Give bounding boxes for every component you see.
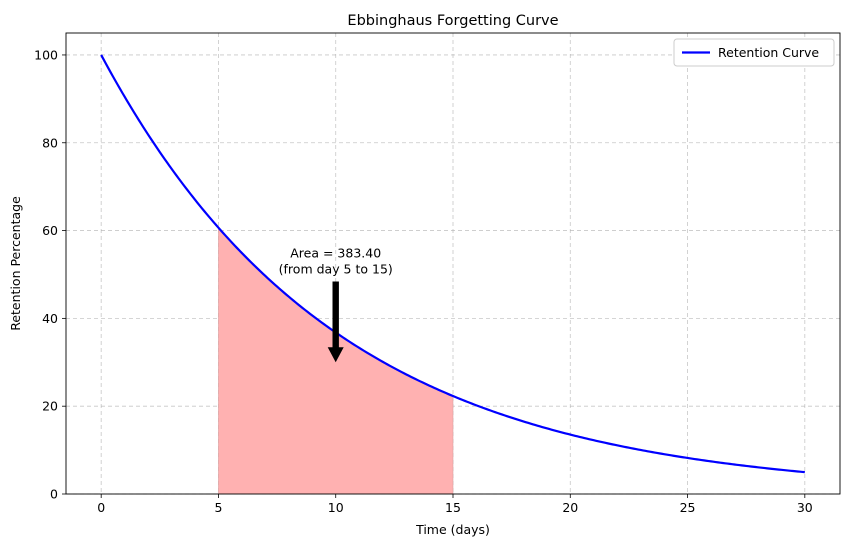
x-tick-label: 5 <box>214 500 222 515</box>
legend-label-retention-curve: Retention Curve <box>718 45 819 60</box>
y-tick-label: 20 <box>42 399 58 414</box>
x-tick-label: 0 <box>97 500 105 515</box>
x-tick-label: 15 <box>445 500 461 515</box>
annotation-range-text: (from day 5 to 15) <box>279 261 393 276</box>
y-axis-label: Retention Percentage <box>8 196 23 331</box>
annotation-area-text: Area = 383.40 <box>290 245 381 260</box>
legend: Retention Curve <box>673 38 835 67</box>
x-tick-label: 10 <box>328 500 344 515</box>
x-axis-label: Time (days) <box>415 522 490 537</box>
annotation-arrow <box>327 281 344 363</box>
y-tick-label: 40 <box>42 311 58 326</box>
x-tick-label: 25 <box>680 500 696 515</box>
y-tick-label: 60 <box>42 223 58 238</box>
chart-title: Ebbinghaus Forgetting Curve <box>347 13 558 29</box>
y-tick-label: 100 <box>34 47 58 62</box>
legend-box <box>673 38 835 67</box>
retention-curve-line <box>100 54 805 474</box>
axis-ticks: 0 5 10 15 20 25 30 0 20 40 60 80 100 <box>34 47 813 515</box>
y-tick-label: 80 <box>42 135 58 150</box>
x-tick-label: 20 <box>562 500 578 515</box>
x-tick-label: 30 <box>797 500 813 515</box>
area-annotation: Area = 383.40 (from day 5 to 15) <box>279 245 393 363</box>
y-tick-label: 0 <box>50 487 58 502</box>
